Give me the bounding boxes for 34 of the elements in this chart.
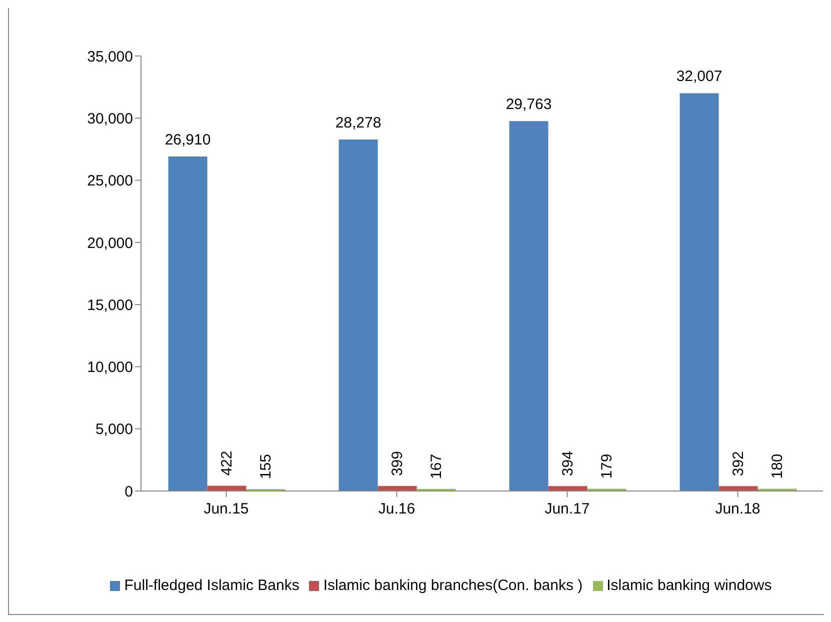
legend-label: Full-fledged Islamic Banks bbox=[124, 577, 300, 594]
data-label: 394 bbox=[559, 451, 576, 476]
x-tick-label: Jun.15 bbox=[204, 500, 249, 518]
data-label: 32,007 bbox=[676, 68, 722, 86]
y-tick-label: 5,000 bbox=[95, 421, 133, 438]
data-label: 422 bbox=[218, 450, 236, 476]
data-label: 399 bbox=[388, 451, 406, 476]
data-label: 26,910 bbox=[164, 132, 211, 149]
data-label: 155 bbox=[257, 454, 274, 480]
data-label: 180 bbox=[768, 454, 786, 479]
y-tick-label: 20,000 bbox=[87, 234, 133, 252]
y-tick-label: 25,000 bbox=[87, 172, 133, 190]
data-label: 167 bbox=[428, 454, 445, 479]
y-tick-label: 10,000 bbox=[87, 359, 133, 376]
bar bbox=[338, 140, 378, 491]
data-label: 28,278 bbox=[335, 114, 382, 132]
data-label: 179 bbox=[598, 454, 616, 479]
bar bbox=[718, 486, 758, 491]
y-tick-label: 30,000 bbox=[87, 110, 133, 128]
x-tick-label: Ju.16 bbox=[378, 500, 416, 518]
legend-label: Islamic banking branches(Con. banks ) bbox=[323, 577, 583, 594]
data-label: 392 bbox=[730, 451, 747, 476]
bar bbox=[509, 121, 548, 491]
legend-label: Islamic banking windows bbox=[606, 577, 772, 594]
x-tick-label: Jun.18 bbox=[715, 500, 760, 518]
bar bbox=[548, 486, 588, 491]
y-tick-label: 15,000 bbox=[87, 296, 133, 314]
y-tick-label: 35,000 bbox=[87, 48, 133, 66]
bar bbox=[680, 93, 719, 491]
bar bbox=[168, 156, 208, 491]
x-tick-label: Jun.17 bbox=[544, 500, 590, 518]
bar bbox=[378, 486, 417, 491]
y-tick-label: 0 bbox=[124, 483, 133, 500]
data-label: 29,763 bbox=[506, 96, 552, 114]
